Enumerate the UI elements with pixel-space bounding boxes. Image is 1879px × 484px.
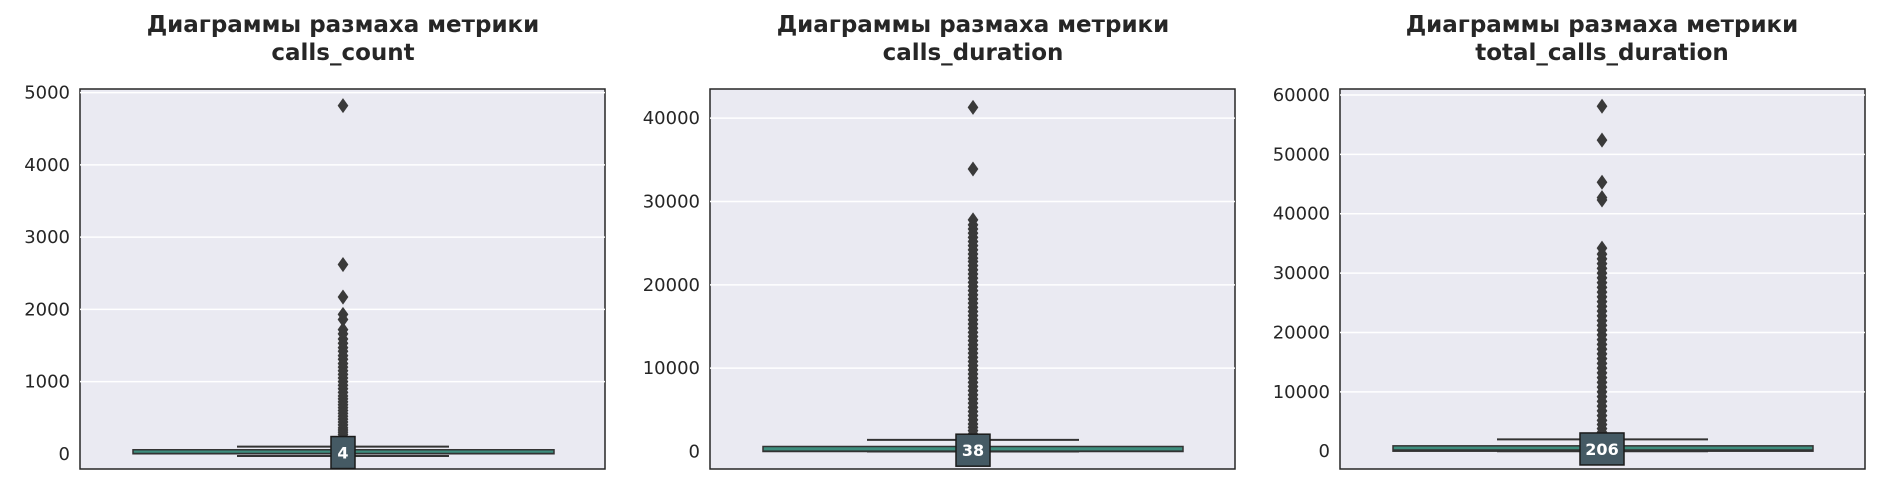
y-tick-label: 40000 bbox=[643, 108, 700, 129]
y-tick-label: 20000 bbox=[643, 275, 700, 296]
median-label-box bbox=[955, 433, 991, 467]
median-marker: 4 bbox=[330, 435, 356, 470]
outlier-point bbox=[1596, 192, 1608, 208]
y-tick-label: 20000 bbox=[1273, 322, 1330, 343]
y-tick-label: 2000 bbox=[24, 299, 70, 320]
outlier-point bbox=[1596, 174, 1608, 190]
y-tick-label: 1000 bbox=[24, 372, 70, 393]
y-tick-label: 30000 bbox=[1273, 263, 1330, 284]
outlier-point bbox=[1596, 98, 1608, 114]
y-axis-ticks: 0 10000 20000 30000 40000 50000 60000 bbox=[1273, 85, 1330, 462]
outlier-point bbox=[337, 289, 349, 305]
chart-title-line1: Диаграммы размаха метрики bbox=[777, 12, 1170, 38]
y-tick-label: 30000 bbox=[643, 192, 700, 213]
median-label: 38 bbox=[962, 441, 984, 460]
median-label-box bbox=[1579, 432, 1625, 466]
y-tick-label: 0 bbox=[59, 444, 70, 465]
boxplot-panel-calls-duration: Диаграммы размаха метрики calls_duration… bbox=[643, 12, 1236, 470]
y-axis-ticks: 0 10000 20000 30000 40000 bbox=[643, 108, 700, 462]
y-axis-ticks: 0 1000 2000 3000 4000 5000 bbox=[24, 83, 70, 465]
chart-title-line2: total_calls_duration bbox=[1475, 40, 1729, 66]
y-tick-label: 50000 bbox=[1273, 144, 1330, 165]
boxplot-panel-calls-count: Диаграммы размаха метрики calls_count 0 1… bbox=[24, 12, 606, 470]
y-tick-label: 0 bbox=[689, 442, 700, 463]
y-tick-label: 5000 bbox=[24, 83, 70, 104]
y-tick-label: 40000 bbox=[1273, 204, 1330, 225]
y-tick-label: 4000 bbox=[24, 155, 70, 176]
chart-title-line1: Диаграммы размаха метрики bbox=[1406, 12, 1799, 38]
outlier-point bbox=[1596, 132, 1608, 148]
chart-title-line2: calls_duration bbox=[883, 40, 1064, 66]
outlier-point bbox=[337, 98, 349, 114]
outlier-point bbox=[967, 161, 979, 177]
y-tick-label: 0 bbox=[1319, 441, 1330, 462]
boxplot-panel-total-calls-duration: Диаграммы размаха метрики total_calls_du… bbox=[1273, 12, 1866, 470]
y-tick-label: 10000 bbox=[643, 358, 700, 379]
median-marker: 38 bbox=[955, 433, 991, 467]
median-label: 4 bbox=[337, 444, 348, 463]
y-tick-label: 10000 bbox=[1273, 382, 1330, 403]
y-tick-label: 3000 bbox=[24, 227, 70, 248]
outlier-points bbox=[1596, 98, 1608, 444]
median-label: 206 bbox=[1585, 440, 1618, 459]
outlier-point bbox=[337, 257, 349, 273]
median-marker: 206 bbox=[1579, 432, 1625, 466]
chart-title-line1: Диаграммы размаха метрики bbox=[147, 12, 540, 38]
outlier-point bbox=[967, 99, 979, 115]
median-label-box bbox=[330, 435, 356, 470]
chart-title-line2: calls_count bbox=[271, 40, 414, 66]
y-tick-label: 60000 bbox=[1273, 85, 1330, 106]
outlier-points bbox=[967, 99, 979, 445]
